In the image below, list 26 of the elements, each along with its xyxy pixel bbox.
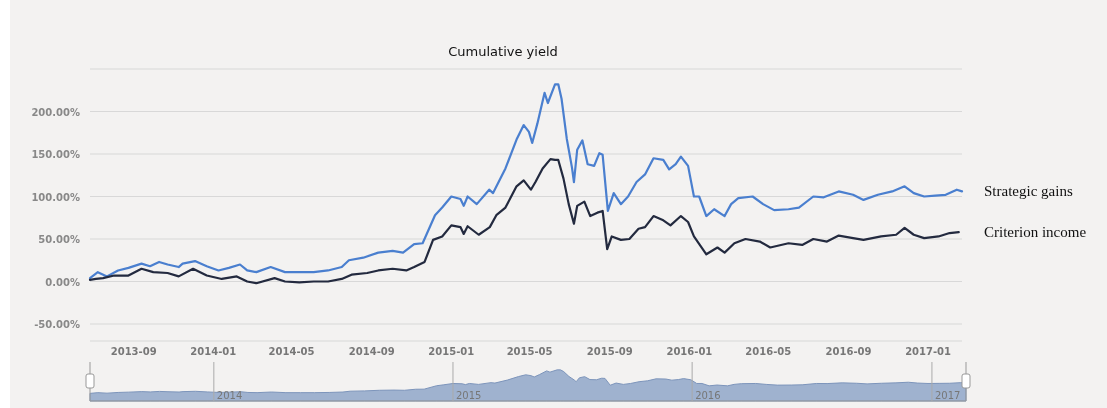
x-tick-label: 2014-09 [348,346,395,357]
text: 2016 [695,390,721,401]
y-tick-label: 100.00% [31,191,80,203]
x-tick-label: 2015-09 [586,346,633,357]
y-tick-label: 150.00% [31,149,80,160]
x-tick-label: 2014-01 [190,346,237,357]
y-tick-label: -50.00% [34,319,80,330]
x-tick-label: 2016-05 [745,346,792,357]
series-label: Criterion income [984,224,1087,241]
y-tick-label: 50.00% [38,234,80,245]
text: 2015 [455,390,482,401]
series-label: Strategic gains [984,183,1073,200]
text: 2014 [216,390,243,401]
x-tick-label: 2015-05 [506,346,553,357]
chart-title: Cumulative yield [448,44,558,59]
x-tick-label: 2014-05 [268,346,315,357]
text: 2017 [934,390,961,401]
x-tick-label: 2013-09 [110,346,157,357]
x-tick-label: 2016-01 [666,346,713,357]
y-tick-label: 200.00% [31,106,80,118]
x-tick-label: 2015-01 [428,346,475,357]
x-tick-label: 2017-01 [905,346,952,357]
line-series [88,158,960,285]
y-tick-label: 0.00% [45,276,80,288]
x-tick-label: 2016-09 [825,346,872,357]
line-series [88,83,964,280]
